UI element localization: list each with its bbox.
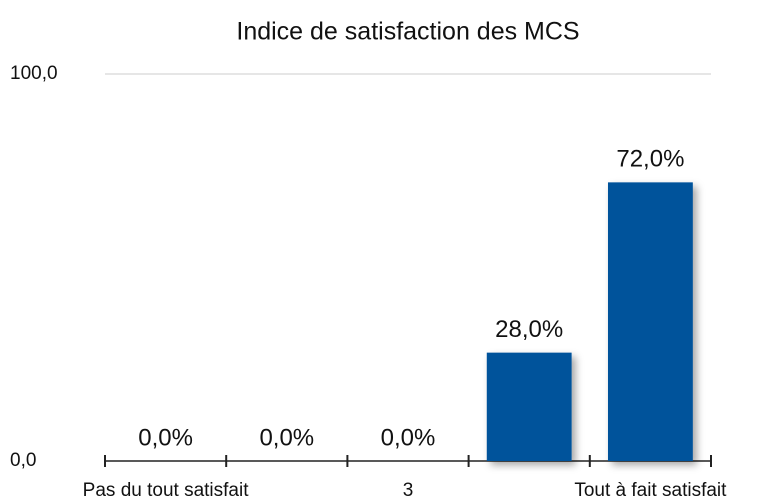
y-tick-label: 0,0 bbox=[10, 450, 36, 471]
value-label: 72,0% bbox=[616, 146, 684, 173]
x-tick-label: 3 bbox=[403, 480, 414, 501]
x-tick-label: Tout à fait satisfait bbox=[574, 480, 727, 501]
value-label: 0,0% bbox=[259, 424, 314, 451]
value-label: 0,0% bbox=[138, 424, 193, 451]
bar bbox=[486, 352, 572, 461]
value-label: 0,0% bbox=[381, 424, 436, 451]
bar bbox=[607, 182, 693, 462]
x-tick-label: Pas du tout satisfait bbox=[83, 480, 250, 501]
y-tick-label: 100,0 bbox=[10, 63, 58, 84]
chart-title: Indice de satisfaction des MCS bbox=[236, 18, 579, 46]
value-label: 28,0% bbox=[495, 316, 563, 343]
